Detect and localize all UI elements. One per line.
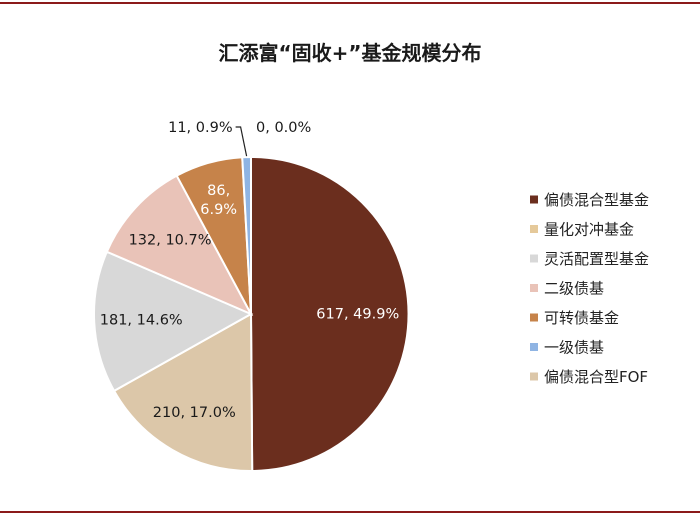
legend-label-6: 偏债混合型FOF [544,368,648,386]
data-label-3: 132, 10.7% [129,233,212,249]
data-label-2: 181, 14.6% [100,313,183,329]
legend-swatch-5 [530,343,538,351]
pie-slice-3 [105,174,254,317]
pie-slice-2 [93,250,254,393]
legend-label-0: 偏债混合型基金 [544,191,649,209]
pie-slice-0 [250,155,410,473]
legend-label-4: 可转债基金 [544,309,619,327]
pie-slice-5 [241,155,252,315]
data-label-1: 210, 17.0% [153,405,236,421]
legend-swatch-1 [530,225,538,233]
data-label-6: 0, 0.0% [256,120,311,136]
legend-label-1: 量化对冲基金 [544,221,634,239]
data-label-0: 617, 49.9% [316,307,399,323]
data-label-5: 11, 0.9% [168,120,233,136]
legend-label-2: 灵活配置型基金 [544,250,649,268]
data-labels: 617, 49.9% 210, 17.0% 181, 14.6% 132, 10.7%… [100,120,399,421]
data-label-4-line1: 86, [207,183,230,199]
legend-swatch-3 [530,284,538,292]
legend: 偏债混合型基金量化对冲基金灵活配置型基金二级债基可转债基金一级债基偏债混合型FO… [530,191,649,386]
pie-slice-1 [112,312,254,473]
data-label-4-line2: 6.9% [200,202,237,218]
pie-slices [93,155,410,473]
bottom-border [0,511,700,513]
leader-line-5 [235,126,248,157]
legend-label-5: 一级债基 [544,339,604,357]
legend-label-3: 二级债基 [544,280,604,298]
legend-swatch-0 [530,195,538,204]
top-border [0,2,700,4]
legend-swatch-2 [530,254,538,263]
legend-swatch-6 [530,372,538,381]
chart-title: 汇添富“固收+”基金规模分布 [218,41,481,65]
legend-swatch-4 [530,313,538,322]
